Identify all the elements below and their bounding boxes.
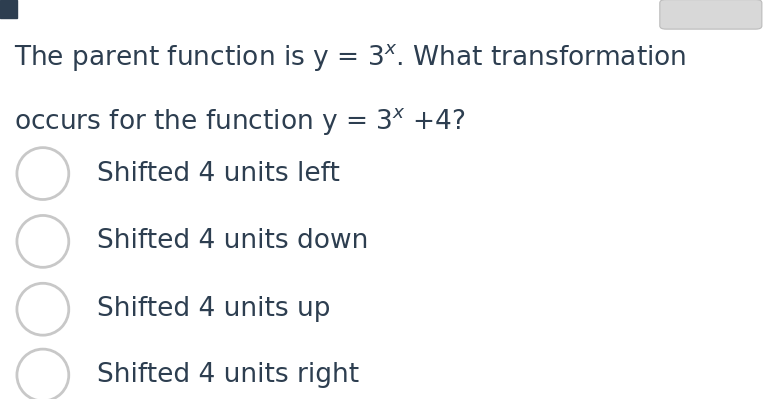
Text: Shifted 4 units up: Shifted 4 units up [97, 296, 331, 322]
Text: Shifted 4 units left: Shifted 4 units left [97, 160, 340, 187]
Text: Shifted 4 units down: Shifted 4 units down [97, 228, 368, 255]
Text: occurs for the function y = 3$^x$ +4?: occurs for the function y = 3$^x$ +4? [14, 106, 466, 137]
Bar [0, 0, 17, 18]
Text: Shifted 4 units right: Shifted 4 units right [97, 362, 359, 388]
FancyBboxPatch shape [660, 0, 762, 29]
Text: The parent function is y = 3$^x$. What transformation: The parent function is y = 3$^x$. What t… [14, 42, 686, 73]
